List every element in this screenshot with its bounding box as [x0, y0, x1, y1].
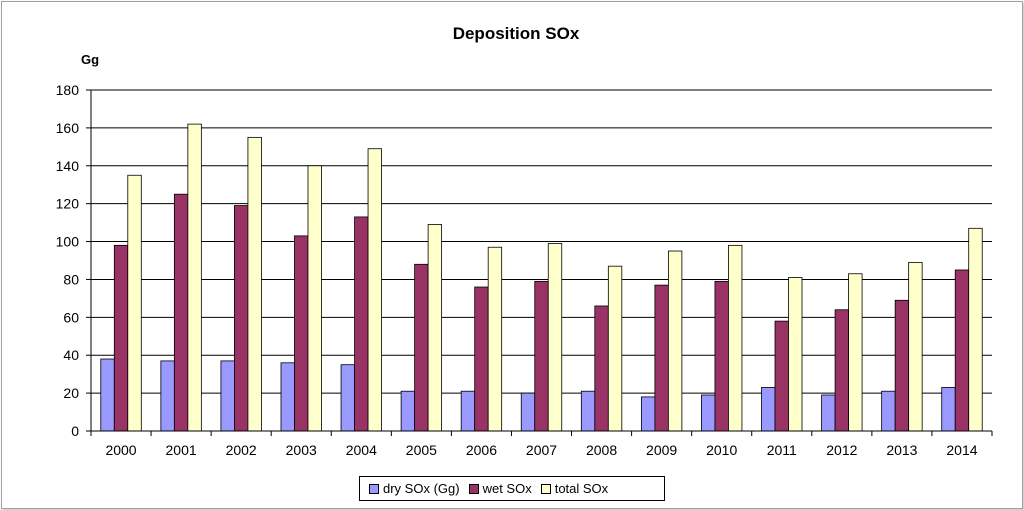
y-tick-label: 140 — [56, 158, 80, 174]
y-tick-label: 20 — [63, 385, 79, 401]
legend-item-wet: wet SOx — [468, 481, 532, 496]
x-tick-label-2009: 2009 — [646, 442, 677, 458]
bar-wet-2008 — [594, 305, 609, 432]
bar-total-2001 — [187, 123, 202, 432]
legend-label-total: total SOx — [554, 481, 609, 496]
bar-total-2006 — [487, 246, 503, 432]
bar-total-2002 — [247, 136, 262, 432]
x-tick-label-2013: 2013 — [886, 442, 917, 458]
bar-wet-2013 — [894, 299, 910, 432]
legend-label-dry: dry SOx (Gg) — [383, 481, 460, 496]
bar-dry-2010 — [701, 394, 716, 432]
bar-wet-2000 — [113, 244, 129, 432]
chart-title: Deposition SOx — [453, 24, 580, 43]
legend-item-total: total SOx — [540, 481, 609, 496]
y-tick-label: 80 — [63, 271, 79, 287]
bar-wet-2003 — [294, 235, 309, 432]
x-tick-label-2011: 2011 — [767, 442, 797, 458]
bar-wet-2010 — [714, 280, 729, 432]
bar-dry-2012 — [821, 394, 836, 432]
bar-dry-2001 — [160, 360, 175, 432]
bar-wet-2001 — [173, 193, 189, 432]
bar-wet-2014 — [954, 269, 970, 432]
bar-total-2003 — [307, 165, 322, 432]
bar-dry-2007 — [520, 392, 536, 432]
bar-total-2012 — [848, 273, 863, 432]
bar-total-2007 — [547, 243, 563, 432]
legend-swatch-dry — [369, 483, 379, 494]
bar-wet-2006 — [474, 286, 489, 432]
y-tick-label: 0 — [71, 423, 79, 439]
bar-wet-2007 — [534, 280, 549, 432]
x-tick-label-2005: 2005 — [406, 442, 437, 458]
legend-swatch-wet — [468, 483, 479, 494]
x-tick-label-2006: 2006 — [466, 442, 497, 458]
legend-label-wet: wet SOx — [482, 481, 532, 496]
bar-total-2011 — [788, 277, 803, 432]
legend-swatch-total — [540, 483, 551, 494]
bars-layer — [100, 123, 983, 432]
legend: dry SOx (Gg) wet SOx total SOx — [359, 476, 665, 501]
bar-total-2013 — [908, 261, 923, 432]
bar-total-2010 — [728, 244, 743, 432]
x-tick-label-2003: 2003 — [286, 442, 317, 458]
bar-total-2000 — [127, 174, 142, 432]
bar-total-2005 — [427, 224, 443, 432]
bar-dry-2003 — [280, 362, 295, 432]
x-tick-label-2008: 2008 — [586, 442, 617, 458]
y-tick-label: 40 — [63, 347, 79, 363]
bar-dry-2002 — [220, 360, 235, 432]
bar-wet-2012 — [834, 309, 849, 432]
bar-total-2009 — [667, 250, 683, 432]
bar-dry-2009 — [640, 396, 656, 432]
y-tick-label: 180 — [56, 82, 80, 98]
bar-dry-2013 — [881, 390, 896, 432]
bar-dry-2006 — [460, 390, 476, 432]
y-tick-label: 160 — [56, 120, 80, 136]
bar-total-2014 — [968, 227, 983, 432]
bar-dry-2005 — [400, 390, 416, 432]
bar-dry-2011 — [761, 387, 776, 432]
x-tick-label-2007: 2007 — [526, 442, 557, 458]
bar-dry-2004 — [340, 364, 355, 432]
y-tick-label: 100 — [56, 234, 80, 250]
legend-item-dry: dry SOx (Gg) — [369, 481, 460, 496]
bar-wet-2009 — [654, 284, 669, 432]
x-tick-label-2012: 2012 — [826, 442, 857, 458]
y-axis-unit-label: Gg — [81, 52, 99, 67]
bar-wet-2011 — [774, 320, 789, 432]
axis-layer: 0 20 40 60 80 100 120 140 160 180 2000 2001 2002 2003… — [56, 82, 993, 458]
bar-dry-2000 — [100, 358, 115, 432]
x-tick-label-2002: 2002 — [226, 442, 257, 458]
bar-dry-2014 — [941, 387, 956, 432]
bar-total-2008 — [607, 265, 623, 432]
bar-wet-2002 — [234, 205, 249, 432]
bar-wet-2005 — [414, 263, 429, 432]
bar-dry-2008 — [580, 390, 596, 432]
bar-total-2004 — [367, 148, 382, 432]
x-tick-label-2000: 2000 — [105, 442, 136, 458]
x-tick-label-2010: 2010 — [706, 442, 737, 458]
y-tick-label: 60 — [63, 309, 79, 325]
x-tick-label-2014: 2014 — [946, 442, 977, 458]
y-tick-label: 120 — [56, 196, 80, 212]
bar-wet-2004 — [354, 216, 369, 432]
x-tick-label-2001: 2001 — [166, 442, 197, 458]
x-tick-label-2004: 2004 — [346, 442, 377, 458]
